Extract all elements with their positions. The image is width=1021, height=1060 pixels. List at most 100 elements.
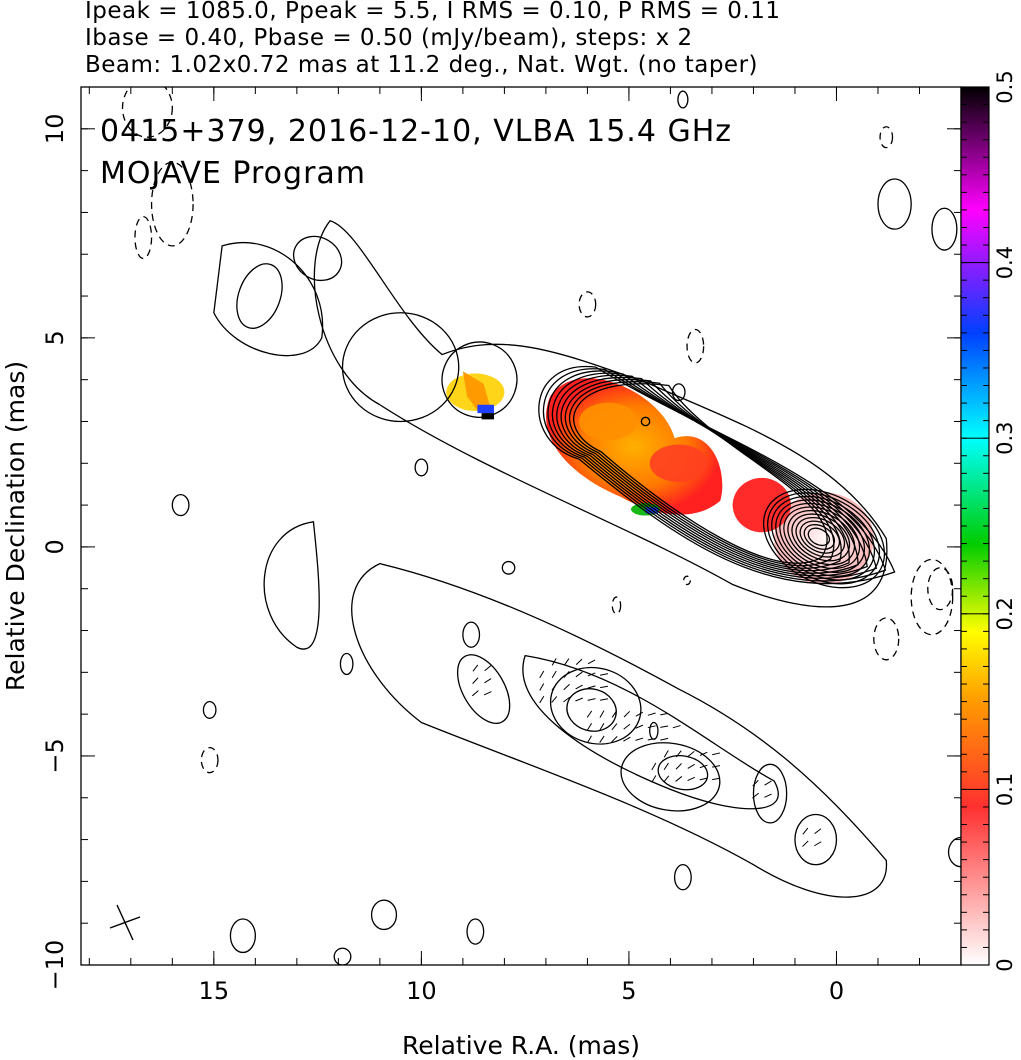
evpa-tick [663, 762, 669, 771]
negative-contour [134, 215, 153, 260]
southern-knot-contour [456, 654, 511, 724]
evpa-tick [575, 684, 583, 690]
evpa-tick [611, 710, 618, 718]
evpa-tick [635, 737, 644, 741]
x-tick-label: 0 [829, 977, 844, 1005]
evpa-tick [663, 775, 670, 783]
isolated-contour [649, 721, 659, 740]
evpa-tick [551, 683, 557, 691]
evpa-tick [802, 827, 809, 835]
beam-marker [109, 904, 141, 941]
evpa-tick [587, 698, 596, 701]
evpa-tick [687, 750, 695, 757]
evpa-tick [483, 691, 492, 696]
evpa-tick [814, 841, 822, 847]
isolated-contour [677, 90, 689, 109]
y-axis-label: Relative Declination (mas) [1, 361, 30, 691]
y-tick-label: 0 [41, 539, 69, 554]
southern-knot-contour [752, 763, 788, 824]
evpa-tick [623, 736, 631, 742]
negative-contour [873, 617, 900, 661]
x-axis-label: Relative R.A. (mas) [402, 1031, 640, 1060]
evpa-tick [660, 712, 669, 716]
evpa-tick [599, 710, 605, 718]
envelope-contour [213, 241, 324, 357]
negative-contour [578, 291, 597, 318]
evpa-tick [471, 690, 479, 697]
pol-region [579, 402, 638, 441]
evpa-tick [687, 776, 696, 782]
core-contour [799, 520, 841, 554]
evpa-tick [575, 671, 583, 678]
jet-contour [564, 378, 842, 569]
evpa-tick [586, 710, 593, 718]
evpa-tick [599, 735, 605, 743]
southern-contour [522, 654, 779, 810]
negative-contour [927, 567, 954, 611]
evpa-tick [675, 750, 682, 758]
jet-contour [556, 374, 859, 574]
isolated-contour [673, 864, 692, 891]
evpa-tick [563, 696, 571, 703]
evpa-tick [802, 840, 809, 847]
jet-contour [573, 383, 828, 564]
evpa-tick [587, 685, 596, 689]
evpa-tick [484, 678, 492, 684]
evpa-tick [712, 777, 721, 781]
isolated-contour [339, 652, 354, 676]
isolated-contour [947, 836, 961, 868]
evpa-tick [712, 752, 721, 756]
y-tick-label: −5 [41, 738, 69, 773]
isolated-contour [640, 416, 651, 427]
colorbar-tick-label: 0 [993, 958, 1017, 971]
evpa-tick [599, 698, 609, 701]
negative-contour [879, 126, 894, 149]
southern-knot-contour [566, 688, 617, 732]
header-line-3: Beam: 1.02x0.72 mas at 11.2 deg., Nat. W… [85, 52, 758, 78]
evpa-tick [472, 677, 479, 684]
evpa-tick [660, 725, 669, 728]
evpa-tick [563, 658, 570, 666]
evpa-vectors [471, 658, 822, 847]
jet-contour [547, 370, 878, 579]
evpa-tick [575, 658, 583, 666]
evpa-tick [539, 683, 545, 691]
negative-contour [200, 746, 219, 774]
evpa-tick [563, 683, 570, 691]
isolated-contour [931, 207, 958, 251]
jet-contour [569, 381, 835, 567]
colorbar-tick-label: 0.1 [993, 773, 1017, 806]
knot-contour [341, 312, 460, 423]
knot-contour [236, 263, 283, 329]
chart-subtitle: MOJAVE Program [100, 156, 366, 191]
evpa-tick [586, 723, 592, 731]
evpa-tick [764, 780, 772, 786]
evpa-tick [635, 711, 644, 717]
core-contour [795, 516, 846, 558]
negative-contour [150, 161, 194, 247]
evpa-tick [675, 776, 683, 782]
evpa-tick [563, 671, 570, 678]
evpa-tick [647, 712, 656, 716]
y-tick-label: 10 [41, 114, 69, 145]
evpa-tick [687, 763, 695, 769]
knot-contour [292, 235, 343, 282]
evpa-tick [611, 723, 618, 731]
knot-contour [441, 341, 518, 418]
isolated-contour [671, 383, 686, 402]
colorbar-tick-label: 0.4 [993, 246, 1017, 279]
colorbar [960, 86, 990, 966]
chart-title: 0415+379, 2016-12-10, VLBA 15.4 GHz [100, 114, 732, 149]
evpa-tick [551, 696, 558, 703]
southern-knot-contour [794, 813, 838, 866]
core-contour [807, 527, 831, 547]
evpa-tick [551, 670, 557, 679]
header-line-2: Ibase = 0.40, Pbase = 0.50 (mJy/beam), s… [85, 25, 693, 51]
evpa-tick [764, 793, 772, 798]
evpa-tick [575, 697, 584, 702]
evpa-tick [635, 724, 644, 729]
isolated-contour [333, 947, 352, 965]
jet-contour [551, 372, 868, 577]
evpa-tick [699, 764, 708, 769]
evpa-tick [647, 725, 656, 729]
